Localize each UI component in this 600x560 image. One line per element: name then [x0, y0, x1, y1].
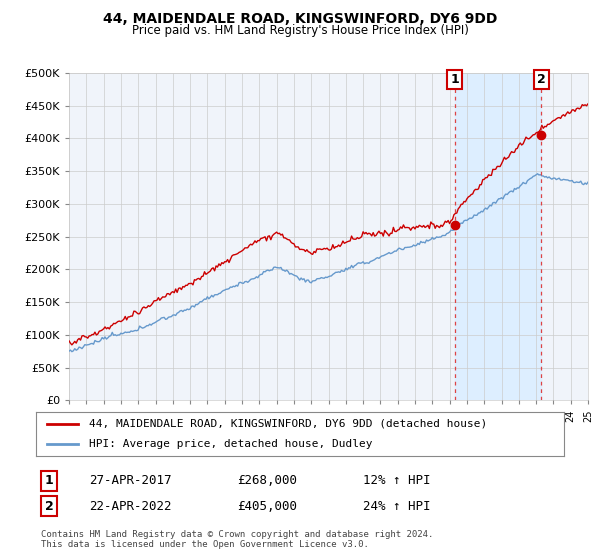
Text: 44, MAIDENDALE ROAD, KINGSWINFORD, DY6 9DD: 44, MAIDENDALE ROAD, KINGSWINFORD, DY6 9… [103, 12, 497, 26]
Text: 44, MAIDENDALE ROAD, KINGSWINFORD, DY6 9DD (detached house): 44, MAIDENDALE ROAD, KINGSWINFORD, DY6 9… [89, 419, 487, 429]
Text: 1: 1 [450, 73, 459, 86]
Text: HPI: Average price, detached house, Dudley: HPI: Average price, detached house, Dudl… [89, 439, 372, 449]
Bar [455, 73, 541, 400]
Text: 27-APR-2017: 27-APR-2017 [89, 474, 172, 487]
Text: 24% ↑ HPI: 24% ↑ HPI [364, 500, 431, 513]
Text: 22-APR-2022: 22-APR-2022 [89, 500, 172, 513]
Text: 2: 2 [45, 500, 53, 513]
Text: £405,000: £405,000 [236, 500, 296, 513]
Text: £268,000: £268,000 [236, 474, 296, 487]
Text: 12% ↑ HPI: 12% ↑ HPI [364, 474, 431, 487]
Text: 2: 2 [537, 73, 545, 86]
Text: Contains HM Land Registry data © Crown copyright and database right 2024.
This d: Contains HM Land Registry data © Crown c… [41, 530, 434, 549]
Text: 1: 1 [45, 474, 53, 487]
Text: Price paid vs. HM Land Registry's House Price Index (HPI): Price paid vs. HM Land Registry's House … [131, 24, 469, 37]
